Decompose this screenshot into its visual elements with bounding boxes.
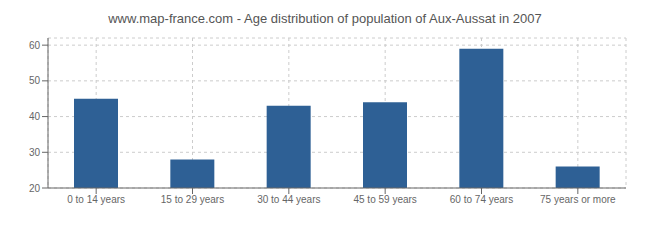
svg-text:20: 20 — [29, 183, 41, 194]
svg-text:0 to 14 years: 0 to 14 years — [67, 194, 125, 205]
svg-text:50: 50 — [29, 75, 41, 86]
svg-text:30: 30 — [29, 147, 41, 158]
svg-text:75 years or more: 75 years or more — [540, 194, 616, 205]
svg-text:45 to 59 years: 45 to 59 years — [353, 194, 416, 205]
html-text:www.map-france.com - Age distr: www.map-france.com - Age distribution of… — [108, 11, 542, 26]
svg-text:60 to 74 years: 60 to 74 years — [450, 194, 513, 205]
svg-text:60: 60 — [29, 40, 41, 51]
svg-text:30 to 44 years: 30 to 44 years — [257, 194, 320, 205]
svg-text:40: 40 — [29, 111, 41, 122]
svg-text:15 to 29 years: 15 to 29 years — [161, 194, 224, 205]
